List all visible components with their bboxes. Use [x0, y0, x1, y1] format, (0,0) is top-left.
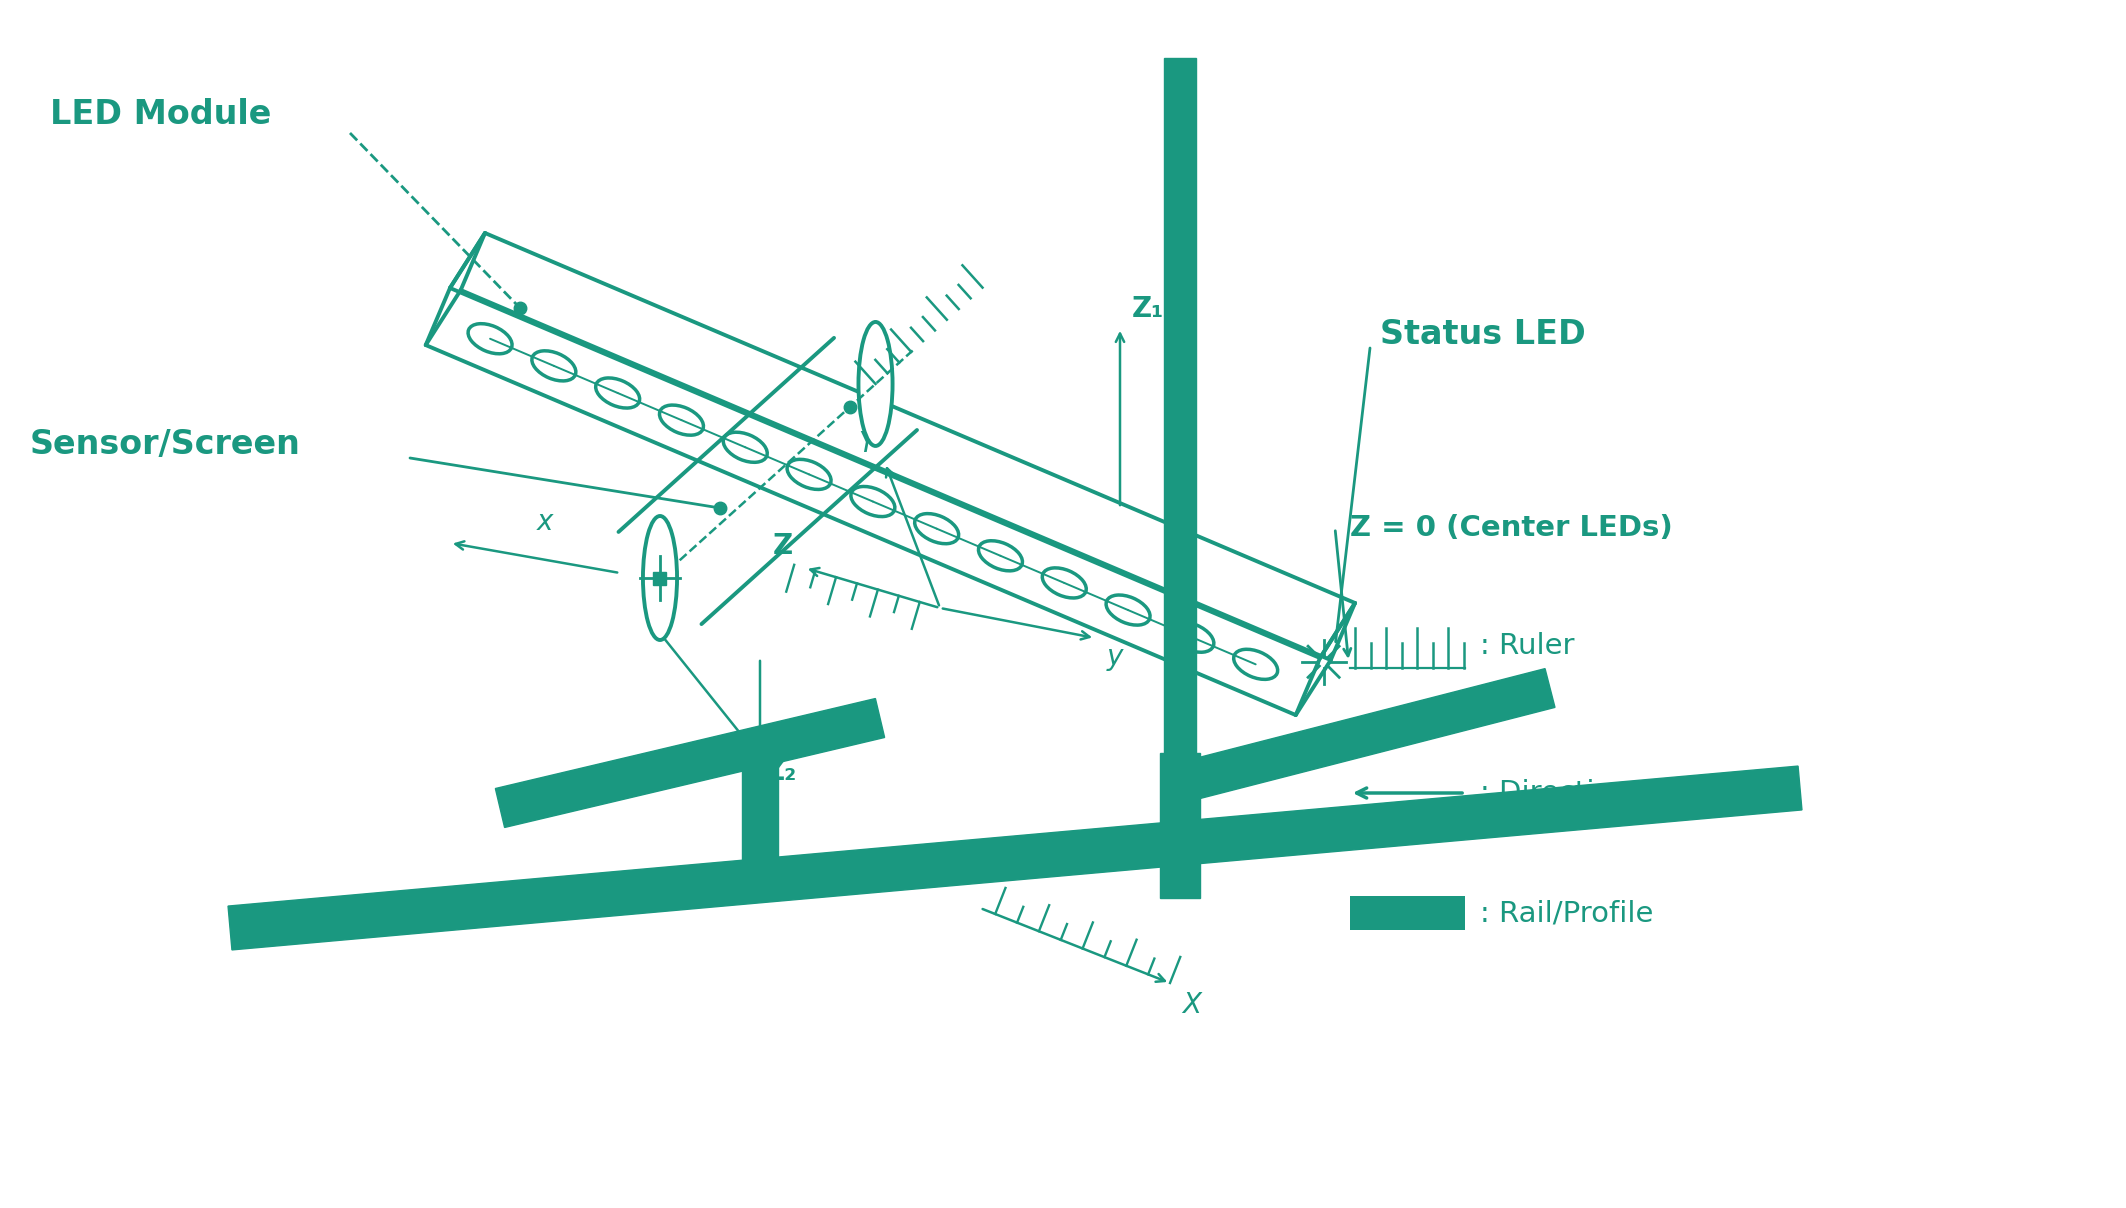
- Text: Z₂: Z₂: [765, 757, 797, 786]
- Text: y: y: [1108, 643, 1123, 670]
- Ellipse shape: [859, 323, 893, 446]
- Bar: [1350, 896, 1465, 930]
- Polygon shape: [1176, 669, 1554, 802]
- Text: Z: Z: [774, 532, 793, 561]
- Polygon shape: [227, 766, 1803, 949]
- Polygon shape: [742, 763, 778, 883]
- Text: : Ruler: : Ruler: [1480, 632, 1575, 660]
- Text: : Directional Arrow: : Directional Arrow: [1480, 779, 1750, 807]
- Text: LED Module: LED Module: [51, 98, 272, 130]
- Bar: [653, 571, 665, 585]
- Polygon shape: [1165, 58, 1197, 753]
- Text: Y: Y: [859, 430, 876, 458]
- Text: Sensor/Screen: Sensor/Screen: [30, 428, 302, 461]
- Text: Z = 0 (Center LEDs): Z = 0 (Center LEDs): [1350, 513, 1673, 542]
- Text: : Rail/Profile: : Rail/Profile: [1480, 899, 1654, 927]
- Text: X: X: [1182, 991, 1201, 1020]
- Polygon shape: [1161, 753, 1199, 898]
- Polygon shape: [495, 698, 884, 827]
- Text: Status LED: Status LED: [1380, 318, 1586, 352]
- Ellipse shape: [642, 516, 676, 640]
- Text: Z₁: Z₁: [1131, 295, 1165, 323]
- Text: x: x: [536, 509, 553, 536]
